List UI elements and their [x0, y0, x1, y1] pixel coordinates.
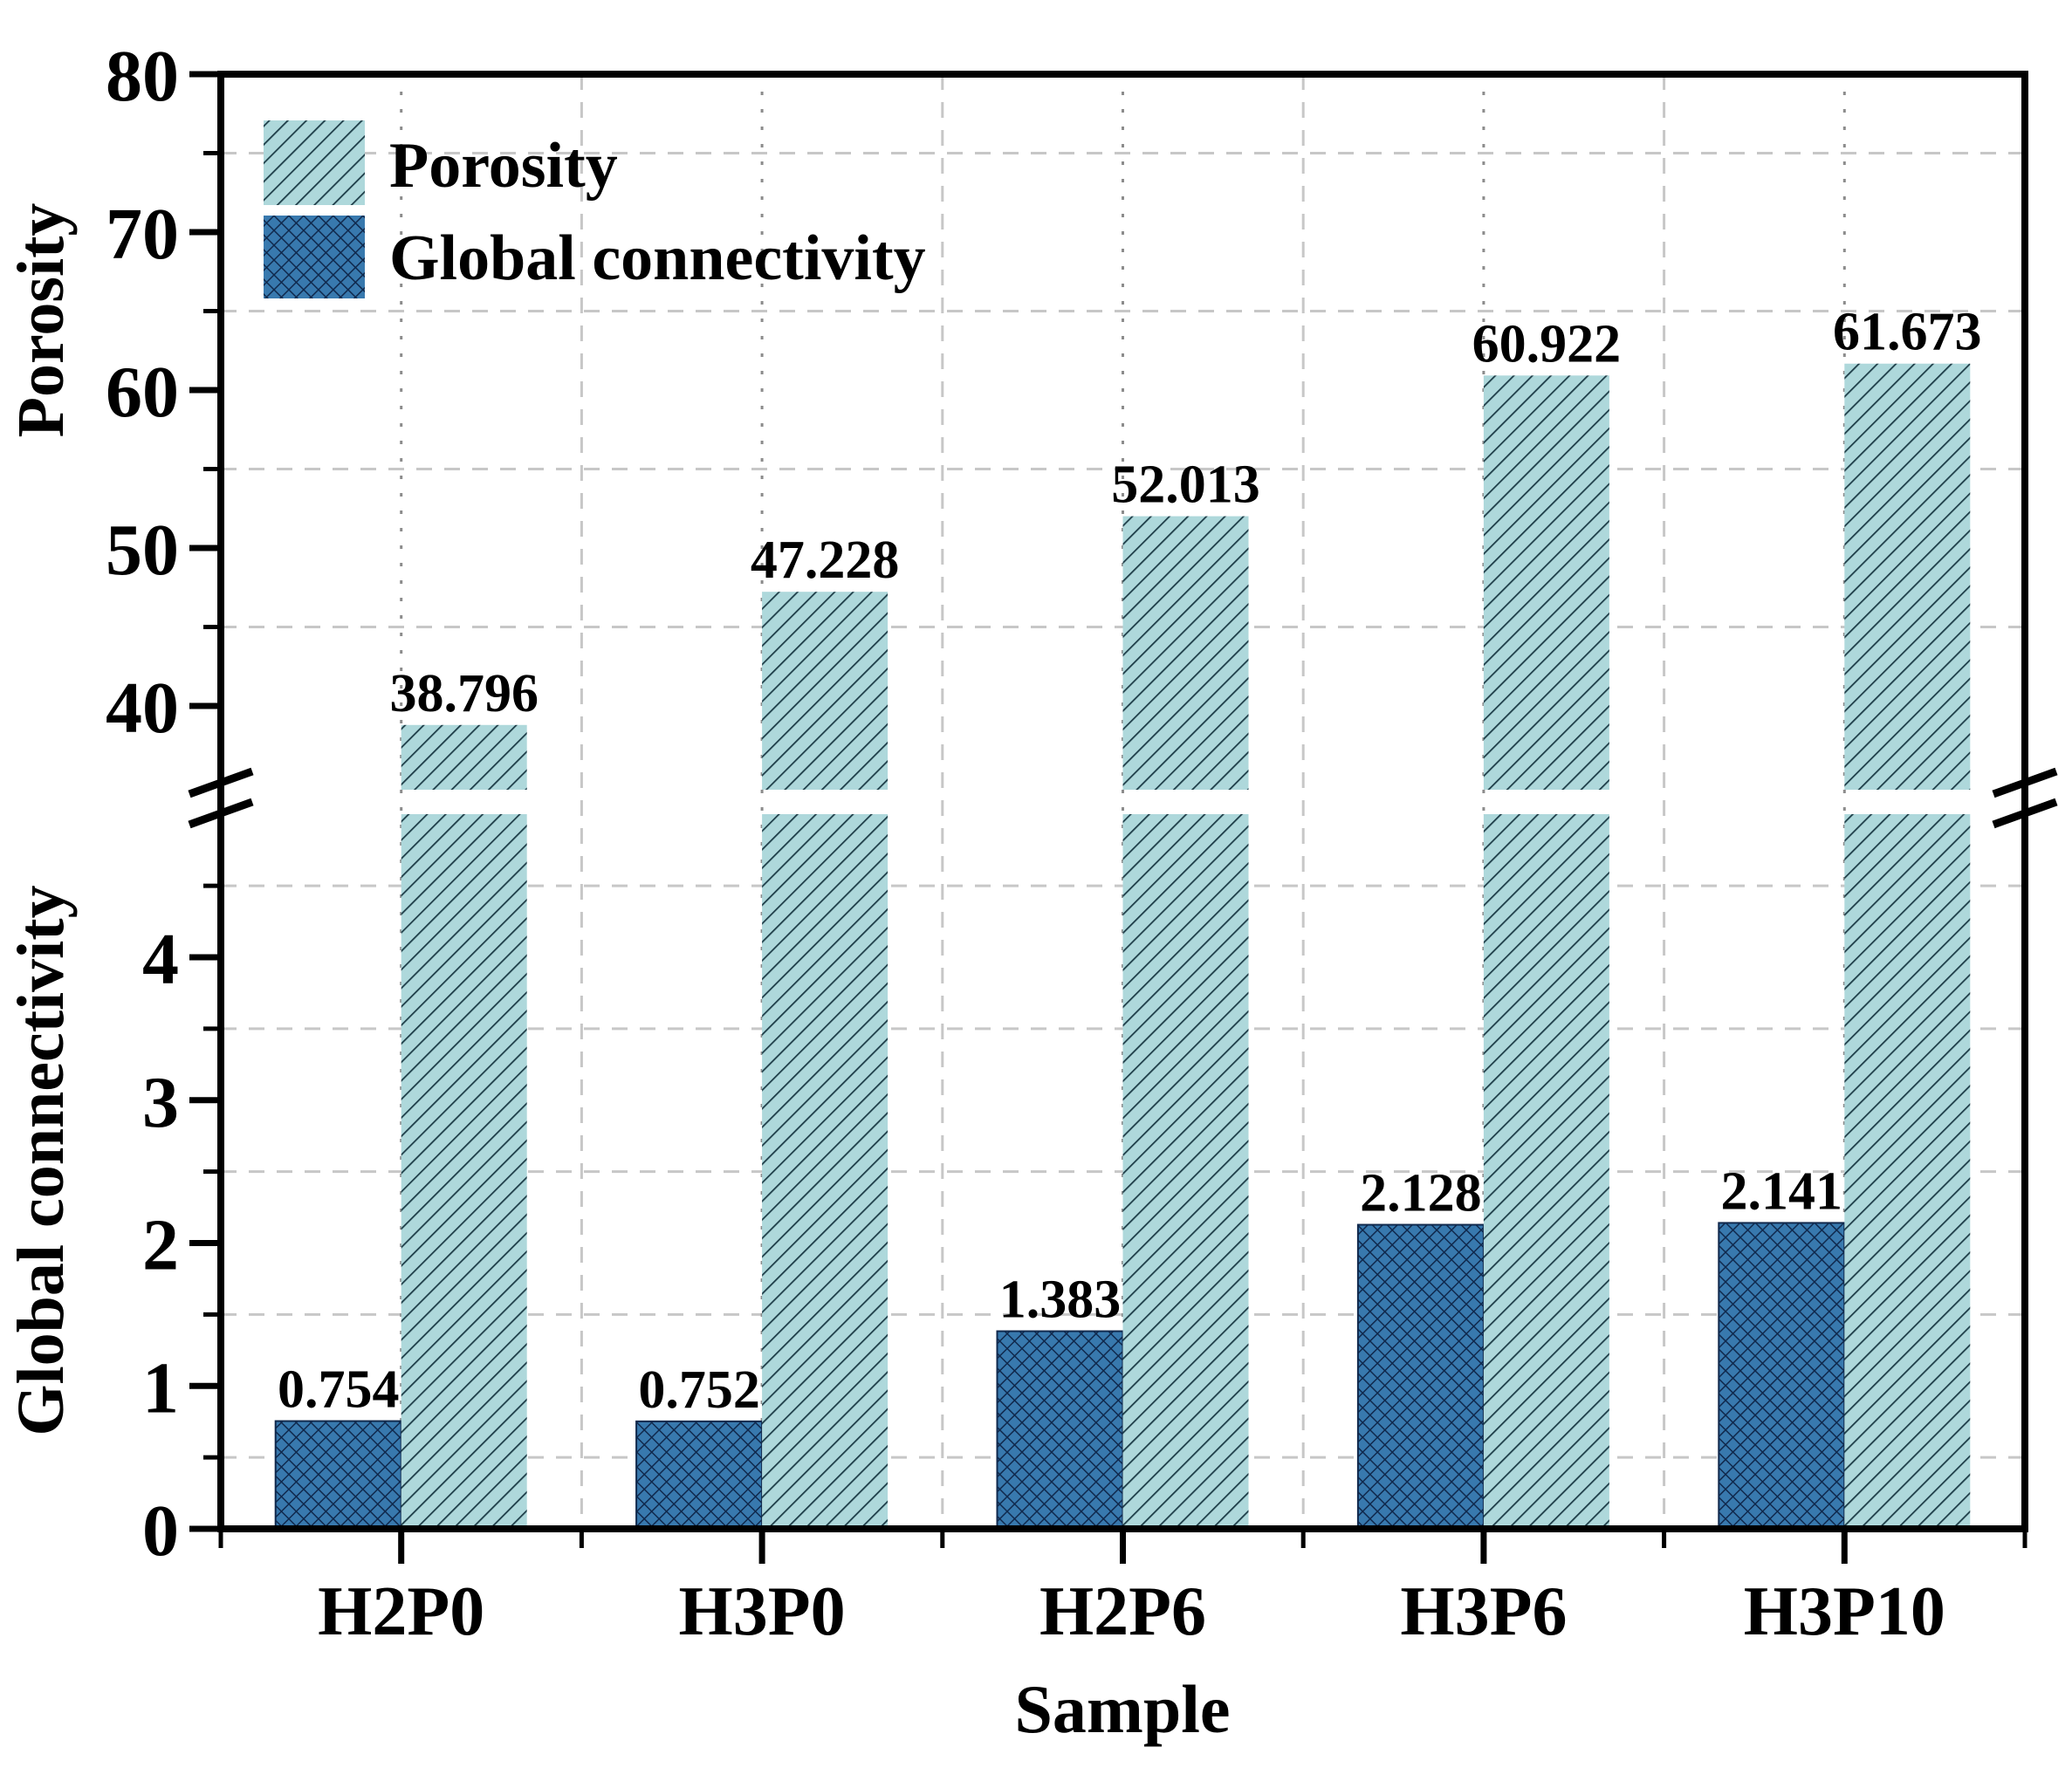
- y-tick-label-3: 3: [142, 1062, 179, 1143]
- y-tick-label-80: 80: [106, 36, 179, 117]
- value-label-porosity-H3P6: 60.922: [1472, 314, 1622, 373]
- axes-layer: 40 50 60 70 80 0 1 2 3 4 H2P0 H3P0 H2P6 H3P6 H3P10: [106, 36, 2058, 1650]
- x-tick-label-H3P6: H3P6: [1400, 1573, 1567, 1650]
- value-label-porosity-H3P0: 47.228: [751, 531, 900, 590]
- bar-porosity-H2P6-upper: [1122, 516, 1249, 790]
- axis-break-slash-3: [1992, 798, 2058, 829]
- bar-global-connectivity-H3P10: [1718, 1222, 1846, 1530]
- y-tick-label-0: 0: [142, 1490, 179, 1572]
- bar-porosity-H2P6-lower: [1122, 814, 1249, 1529]
- value-label-global-connectivity-H2P0: 0.754: [278, 1360, 400, 1420]
- bar-porosity-H2P0-upper: [401, 724, 527, 790]
- y-tick-label-50: 50: [106, 510, 179, 591]
- y-tick-label-4: 4: [142, 919, 179, 1000]
- bar-porosity-H3P10-upper: [1844, 363, 1971, 790]
- x-tick-label-H2P0: H2P0: [318, 1573, 484, 1650]
- bars-layer: 38.796 0.754 47.228 0.752 52.013 1.383 60.922 2…: [274, 303, 1982, 1531]
- value-label-porosity-H2P6: 52.013: [1111, 456, 1260, 515]
- legend-swatch-porosity: [264, 120, 365, 205]
- bar-porosity-H3P6-lower: [1483, 814, 1609, 1529]
- axis-break-slash-2: [1992, 767, 2058, 798]
- y-tick-label-60: 60: [106, 352, 179, 433]
- value-label-global-connectivity-H3P6: 2.128: [1360, 1164, 1482, 1223]
- legend-swatch-global-connectivity: [264, 216, 365, 298]
- bar-porosity-H3P6-upper: [1483, 375, 1609, 790]
- value-label-porosity-H3P10: 61.673: [1833, 303, 1982, 362]
- bar-porosity-H2P0-lower: [401, 814, 527, 1529]
- x-tick-label-H3P10: H3P10: [1744, 1573, 1945, 1650]
- bar-porosity-H3P10-lower: [1844, 814, 1971, 1529]
- x-tick-label-H3P0: H3P0: [679, 1573, 846, 1650]
- x-tick-label-H2P6: H2P6: [1039, 1573, 1206, 1650]
- y-tick-label-2: 2: [142, 1205, 179, 1286]
- bar-porosity-H3P0-lower: [762, 814, 888, 1529]
- legend-label-porosity: Porosity: [389, 130, 618, 202]
- value-label-global-connectivity-H3P10: 2.141: [1721, 1161, 1843, 1221]
- value-label-global-connectivity-H2P6: 1.383: [999, 1271, 1122, 1330]
- x-axis-title-sample: Sample: [1014, 1671, 1230, 1747]
- bar-porosity-H3P0-upper: [762, 592, 888, 790]
- axis-break-slash-1: [188, 798, 254, 829]
- bar-global-connectivity-H2P6: [996, 1330, 1124, 1530]
- bar-global-connectivity-H3P6: [1356, 1223, 1485, 1531]
- legend-label-global-connectivity: Global connectivity: [389, 223, 926, 294]
- bar-global-connectivity-H2P0: [274, 1420, 402, 1530]
- axis-break-slash-0: [188, 767, 254, 798]
- y-tick-label-70: 70: [106, 194, 179, 275]
- y-axis-title-porosity: Porosity: [4, 203, 78, 438]
- y-tick-label-1: 1: [142, 1347, 179, 1428]
- value-label-global-connectivity-H3P0: 0.752: [638, 1360, 760, 1420]
- y-tick-label-40: 40: [106, 668, 179, 749]
- legend: Porosity Global connectivity: [264, 120, 926, 298]
- value-label-porosity-H2P0: 38.796: [389, 664, 539, 723]
- y-axis-title-global-connectivity: Global connectivity: [4, 885, 78, 1435]
- bar-global-connectivity-H3P0: [635, 1420, 764, 1530]
- axis-titles: Porosity Global connectivity Sample: [4, 203, 1231, 1747]
